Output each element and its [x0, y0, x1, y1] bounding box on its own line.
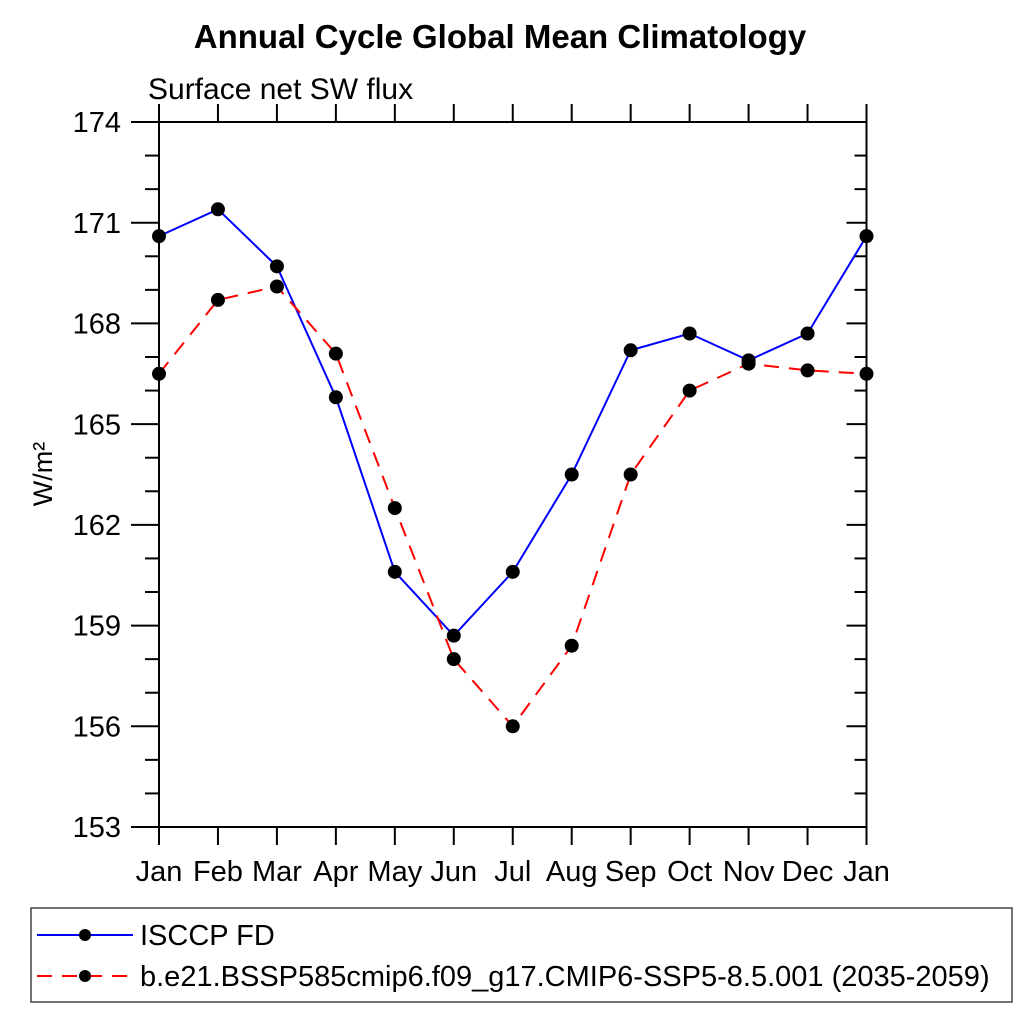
- x-tick-label: Jul: [494, 856, 531, 888]
- data-point-marker: [800, 326, 815, 341]
- data-point-marker: [152, 229, 166, 244]
- data-point-marker: [859, 229, 874, 244]
- data-point-marker: [505, 719, 520, 734]
- legend-label-model: b.e21.BSSP585cmip6.f09_g17.CMIP6-SSP5-8.…: [140, 961, 990, 993]
- y-tick-label: 165: [73, 409, 121, 441]
- x-tick-label: Dec: [782, 856, 834, 888]
- y-tick-label: 168: [73, 309, 121, 341]
- legend-marker-model-icon: [79, 970, 91, 982]
- data-point-marker: [564, 467, 579, 482]
- x-tick-label: Feb: [193, 856, 243, 888]
- series-isccp-fd: [152, 202, 874, 643]
- y-tick-label: 171: [73, 208, 121, 240]
- data-point-marker: [210, 202, 225, 217]
- y-tick-label: 162: [73, 510, 121, 542]
- data-point-marker: [328, 346, 343, 361]
- data-point-marker: [505, 564, 520, 579]
- data-point-marker: [269, 279, 284, 294]
- x-tick-label: Jun: [430, 856, 477, 888]
- x-tick-label: Aug: [546, 856, 598, 888]
- chart-title: Annual Cycle Global Mean Climatology: [194, 18, 807, 55]
- x-tick-label: Apr: [313, 856, 358, 888]
- legend-marker-isccp-icon: [79, 929, 91, 941]
- x-tick-label: Mar: [252, 856, 302, 888]
- axis-ticks: [131, 104, 868, 845]
- data-point-marker: [210, 292, 225, 307]
- legend-box: [30, 907, 1013, 1003]
- data-point-marker: [682, 326, 697, 341]
- x-tick-label: Sep: [605, 856, 657, 888]
- plot-frame: [158, 121, 868, 828]
- data-point-marker: [741, 356, 756, 371]
- legend-label-isccp: ISCCP FD: [140, 920, 275, 952]
- y-tick-label: 156: [73, 711, 121, 743]
- y-axis-label: W/m²: [28, 442, 58, 506]
- x-tick-label: Oct: [667, 856, 712, 888]
- x-tick-label: Nov: [723, 856, 775, 888]
- x-tick-labels: Jan Feb Mar Apr May Jun Jul Aug Sep Oct Nov Dec Jan: [136, 856, 890, 888]
- data-point-marker: [623, 467, 638, 482]
- data-point-marker: [800, 363, 815, 378]
- data-point-marker: [269, 259, 284, 274]
- chart-subtitle: Surface net SW flux: [148, 73, 413, 106]
- y-tick-label: 153: [73, 812, 121, 844]
- data-point-marker: [859, 366, 874, 381]
- series-line: [158, 285, 867, 728]
- x-tick-label: Jan: [843, 856, 890, 888]
- x-tick-label: Jan: [136, 856, 183, 888]
- data-point-marker: [446, 628, 461, 643]
- data-point-marker: [623, 343, 638, 358]
- y-tick-label: 174: [73, 107, 121, 139]
- data-point-marker: [328, 390, 343, 405]
- data-point-marker: [564, 638, 579, 653]
- y-tick-labels: 153 156 159 162 165 168 171 174: [73, 107, 121, 844]
- series-cmip6-model: [152, 279, 874, 734]
- legend: ISCCP FD b.e21.BSSP585cmip6.f09_g17.CMIP…: [30, 907, 1013, 1003]
- data-point-marker: [152, 366, 166, 381]
- data-point-marker: [446, 652, 461, 667]
- data-point-marker: [387, 564, 402, 579]
- data-point-marker: [387, 501, 402, 516]
- y-tick-label: 159: [73, 611, 121, 643]
- data-point-marker: [682, 383, 697, 398]
- x-tick-label: May: [367, 856, 422, 888]
